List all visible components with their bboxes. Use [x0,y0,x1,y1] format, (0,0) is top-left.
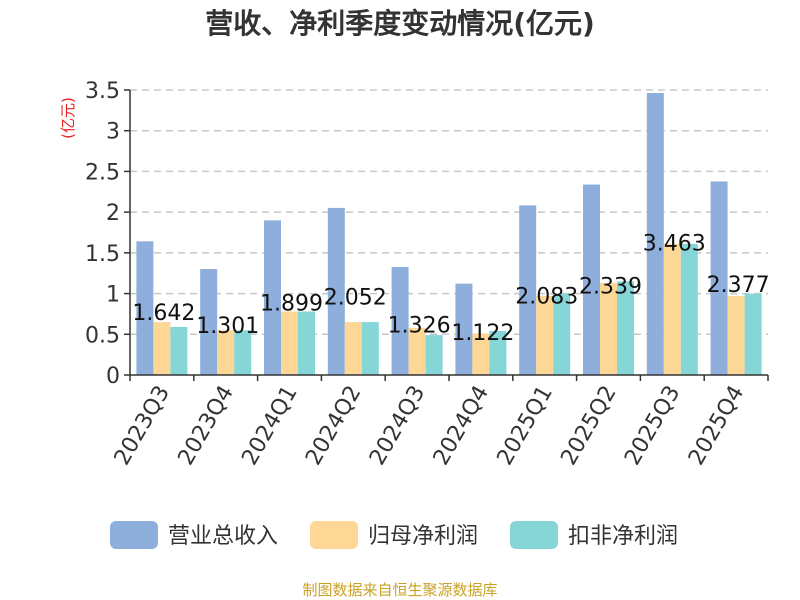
data-label: 1.122 [451,321,514,346]
bar-2025Q4-series-2 [744,293,762,375]
bar-2023Q3-series-0 [136,241,154,375]
legend-swatch [510,521,558,549]
bar-2024Q3-series-2 [425,335,443,375]
y-tick-label: 0 [106,364,120,389]
bar-2025Q4-series-1 [727,296,745,375]
bar-2024Q2-series-0 [327,207,345,375]
bars [136,93,762,376]
bar-2023Q3-series-1 [153,322,171,375]
bar-2025Q1-series-1 [536,296,554,375]
x-tick-label: 2024Q3 [365,382,430,470]
bar-2025Q1-series-0 [519,205,537,375]
y-tick-label: 3 [106,120,120,145]
bar-2024Q2-series-2 [361,322,379,375]
legend-item-2[interactable]: 扣非净利润 [510,521,678,549]
bar-2025Q4-series-0 [710,181,728,375]
chart-title: 营收、净利季度变动情况(亿元) [205,7,595,40]
x-tick-label: 2025Q4 [684,382,749,470]
source-note: 制图数据来自恒生聚源数据库 [302,581,497,599]
data-label: 1.642 [132,301,195,326]
legend-label: 扣非净利润 [568,524,678,549]
bar-2024Q1-series-2 [298,311,315,375]
y-tick-label: 0.5 [85,323,120,348]
bar-2025Q3-series-0 [646,93,664,376]
legend-item-0[interactable]: 营业总收入 [110,521,278,549]
x-axis-ticks: 2023Q32023Q42024Q12024Q22024Q32024Q42025… [110,375,769,470]
bar-2024Q4-series-0 [455,283,473,375]
bar-2024Q3-series-1 [408,327,426,375]
legend-label: 归母净利润 [368,524,478,549]
data-label: 1.301 [196,314,259,339]
x-tick-label: 2024Q4 [429,382,494,470]
bar-2025Q3-series-2 [680,243,698,375]
data-label: 2.339 [579,274,642,299]
x-tick-label: 2023Q3 [110,382,175,470]
bar-2025Q2-series-2 [617,281,634,375]
bar-2025Q2-series-1 [600,282,617,375]
data-label: 3.463 [643,231,706,256]
data-label: 2.377 [707,273,770,298]
y-axis-ticks: 0 0.5 1 1.5 2 2.5 3 3.5 [85,79,130,389]
bar-2024Q3-series-0 [391,267,409,375]
bar-2023Q3-series-2 [170,326,188,375]
legend-swatch [310,521,358,549]
data-label: 1.899 [260,291,323,316]
data-label: 1.326 [388,313,451,338]
data-label: 2.083 [515,284,578,309]
x-tick-label: 2025Q3 [620,382,685,470]
x-tick-label: 2025Q1 [493,382,558,470]
legend-label: 营业总收入 [168,524,278,549]
y-axis-label: (亿元) [59,97,77,139]
data-label: 2.052 [324,285,387,310]
y-tick-label: 3.5 [85,79,120,104]
bar-2024Q1-series-1 [281,311,298,375]
bar-2025Q3-series-1 [663,243,681,375]
x-tick-label: 2024Q1 [237,382,302,470]
bar-2025Q2-series-0 [583,184,600,375]
bar-2023Q4-series-1 [217,330,235,375]
bar-2024Q1-series-0 [264,220,281,375]
legend-item-1[interactable]: 归母净利润 [310,521,478,549]
bar-2023Q4-series-0 [200,269,218,375]
x-tick-label: 2023Q4 [174,382,239,470]
bar-2025Q1-series-2 [553,293,571,375]
bar-2024Q4-series-2 [489,331,507,375]
legend-swatch [110,521,158,549]
legend[interactable]: 营业总收入 归母净利润 扣非净利润 [110,521,678,549]
y-tick-label: 2.5 [85,160,120,185]
x-tick-label: 2025Q2 [556,382,621,470]
y-tick-label: 2 [106,201,120,226]
bar-2023Q4-series-2 [234,330,252,375]
x-tick-label: 2024Q2 [301,382,366,470]
bar-2024Q4-series-1 [472,333,490,375]
bar-2024Q2-series-1 [344,322,362,375]
y-tick-label: 1 [106,283,120,308]
y-tick-label: 1.5 [85,242,120,267]
